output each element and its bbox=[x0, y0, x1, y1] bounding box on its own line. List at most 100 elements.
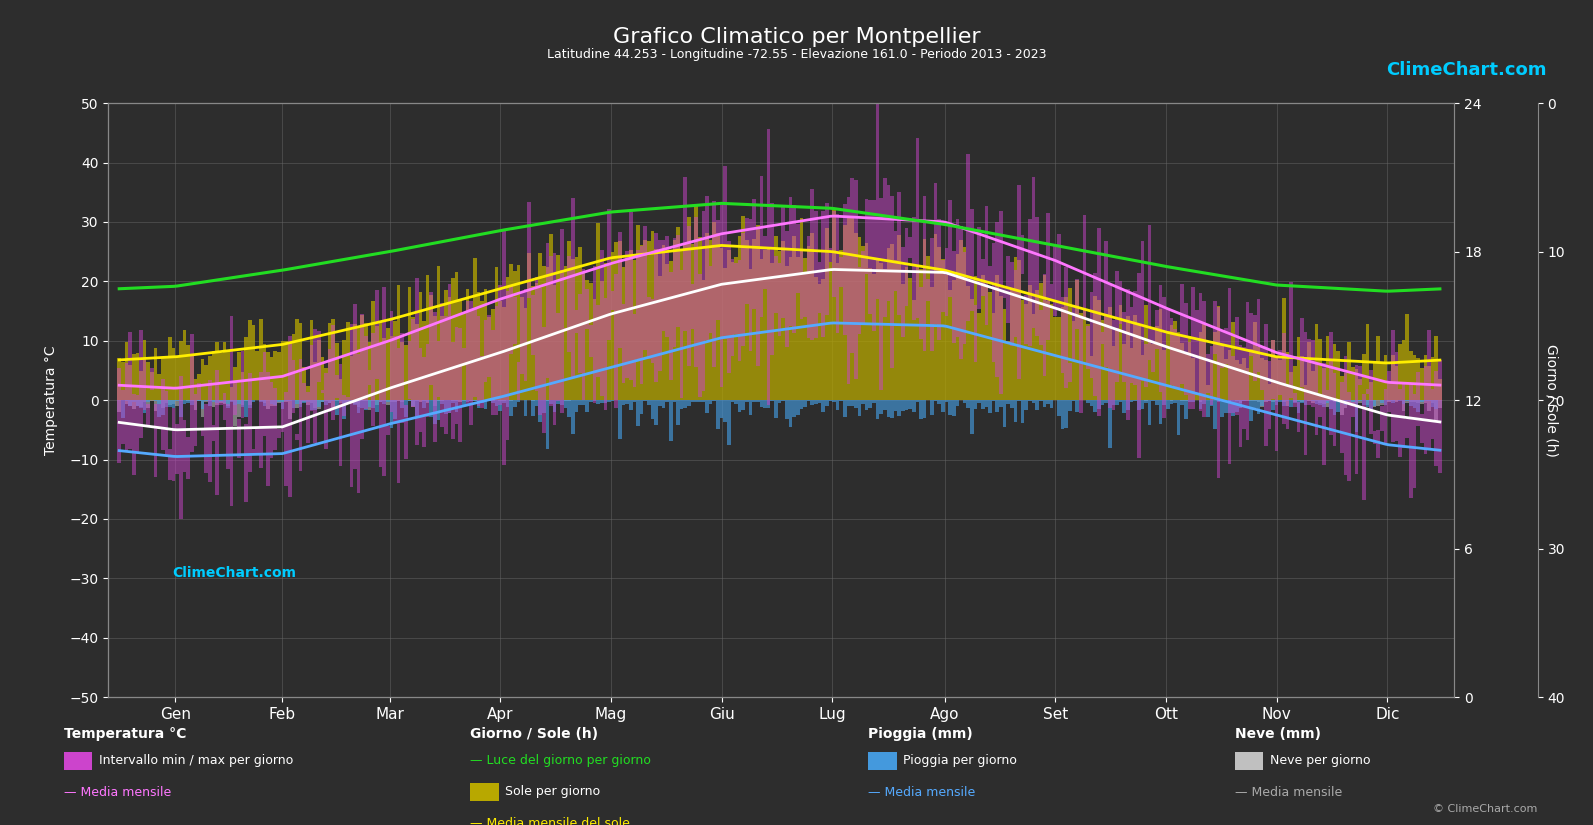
Bar bbox=[299, 359, 303, 471]
Bar bbox=[1158, 400, 1163, 424]
Bar bbox=[1257, 400, 1260, 402]
Bar bbox=[1107, 400, 1112, 448]
Bar bbox=[567, 241, 570, 400]
Bar bbox=[1424, 365, 1427, 455]
Bar bbox=[354, 400, 357, 405]
Bar bbox=[545, 400, 550, 449]
Bar bbox=[374, 326, 379, 400]
Bar bbox=[328, 323, 331, 400]
Bar bbox=[325, 400, 328, 406]
Bar bbox=[1373, 431, 1376, 444]
Bar bbox=[1235, 360, 1238, 400]
Bar bbox=[1260, 400, 1263, 408]
Bar bbox=[1314, 364, 1319, 435]
Bar bbox=[746, 239, 749, 400]
Bar bbox=[1394, 400, 1399, 402]
Bar bbox=[1149, 341, 1152, 400]
Bar bbox=[153, 400, 158, 411]
Bar bbox=[212, 425, 215, 441]
Bar bbox=[1333, 374, 1337, 446]
Bar bbox=[1311, 371, 1314, 400]
Bar bbox=[691, 244, 695, 400]
Bar bbox=[868, 200, 871, 314]
Bar bbox=[937, 247, 941, 400]
Bar bbox=[374, 400, 379, 405]
Bar bbox=[857, 266, 862, 334]
Bar bbox=[655, 233, 658, 382]
Bar bbox=[785, 231, 789, 347]
Bar bbox=[1365, 389, 1368, 394]
Bar bbox=[444, 316, 448, 434]
Bar bbox=[817, 284, 822, 400]
Bar bbox=[1260, 346, 1263, 389]
Bar bbox=[320, 390, 325, 393]
Bar bbox=[1289, 282, 1294, 398]
Bar bbox=[252, 400, 255, 402]
Bar bbox=[789, 257, 792, 400]
Bar bbox=[712, 201, 717, 366]
Bar bbox=[422, 356, 425, 447]
Bar bbox=[922, 238, 927, 400]
Bar bbox=[836, 214, 840, 332]
Bar bbox=[796, 224, 800, 293]
Bar bbox=[894, 400, 897, 411]
Bar bbox=[1188, 400, 1192, 403]
Bar bbox=[811, 189, 814, 340]
Bar bbox=[1133, 315, 1137, 400]
Bar bbox=[601, 249, 604, 396]
Bar bbox=[760, 259, 763, 400]
Bar bbox=[1311, 340, 1314, 407]
Bar bbox=[1169, 400, 1172, 404]
Bar bbox=[360, 315, 365, 400]
Bar bbox=[1325, 336, 1329, 400]
Bar bbox=[320, 400, 325, 402]
Bar bbox=[317, 400, 320, 408]
Bar bbox=[973, 276, 977, 400]
Bar bbox=[209, 356, 212, 400]
Bar bbox=[1112, 400, 1115, 405]
Bar bbox=[1129, 307, 1133, 384]
Bar bbox=[280, 400, 284, 408]
Bar bbox=[158, 400, 161, 403]
Bar bbox=[1039, 309, 1042, 345]
Bar bbox=[405, 405, 408, 459]
Bar bbox=[828, 248, 832, 262]
Bar bbox=[766, 400, 771, 408]
Bar bbox=[538, 400, 542, 422]
Bar bbox=[851, 217, 854, 400]
Bar bbox=[499, 285, 502, 405]
Bar bbox=[1431, 389, 1434, 439]
Bar bbox=[806, 236, 811, 338]
Bar bbox=[1078, 314, 1083, 400]
Bar bbox=[1172, 400, 1177, 403]
Bar bbox=[967, 153, 970, 321]
Bar bbox=[586, 400, 589, 412]
Bar bbox=[607, 263, 610, 400]
Bar bbox=[890, 196, 894, 369]
Bar bbox=[1061, 308, 1064, 400]
Bar bbox=[306, 400, 309, 402]
Bar bbox=[1163, 297, 1166, 417]
Bar bbox=[1424, 400, 1427, 403]
Bar bbox=[879, 400, 883, 414]
Bar bbox=[150, 368, 153, 390]
Bar bbox=[325, 400, 328, 401]
Bar bbox=[726, 242, 731, 373]
Bar bbox=[198, 400, 201, 401]
Bar bbox=[354, 304, 357, 469]
Bar bbox=[1107, 307, 1112, 400]
Bar bbox=[147, 403, 150, 425]
Bar bbox=[357, 354, 360, 493]
Bar bbox=[629, 211, 632, 380]
Bar bbox=[284, 341, 288, 400]
Bar bbox=[1384, 355, 1388, 400]
Text: Sole per giorno: Sole per giorno bbox=[505, 785, 601, 799]
Bar bbox=[610, 252, 615, 400]
Bar bbox=[226, 404, 229, 469]
Bar bbox=[806, 246, 811, 400]
Bar bbox=[495, 400, 499, 406]
Bar bbox=[1075, 280, 1078, 400]
Bar bbox=[260, 319, 263, 400]
Bar bbox=[1231, 400, 1235, 416]
Bar bbox=[386, 426, 390, 435]
